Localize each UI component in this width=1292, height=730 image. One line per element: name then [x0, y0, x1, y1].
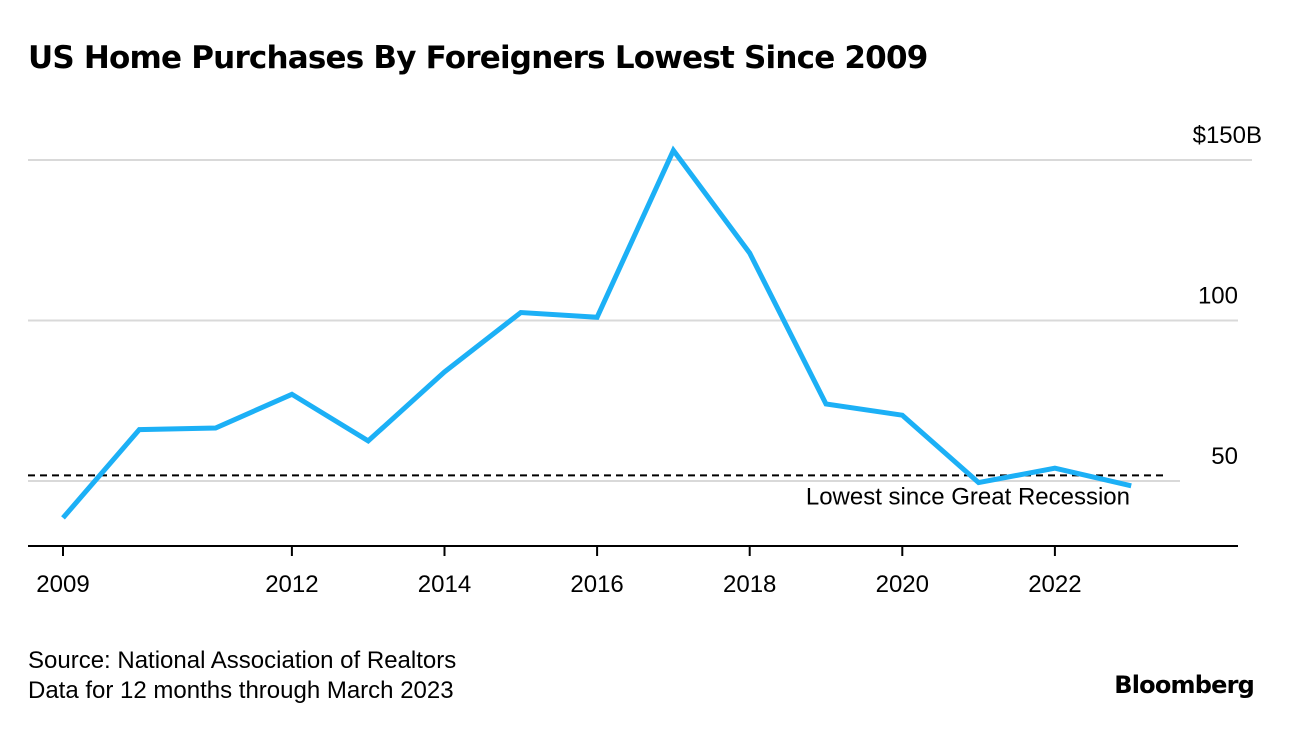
x-tick-label-2020: 2020 — [876, 571, 929, 598]
data-note: Data for 12 months through March 2023 — [28, 677, 454, 704]
x-axis: 2009 2012 2014 2016 2018 2020 2022 — [28, 545, 1238, 598]
y-axis-labels: $150B 100 50 — [1193, 122, 1262, 470]
x-tick-label-2018: 2018 — [723, 571, 776, 598]
series-group — [61, 145, 1132, 520]
chart-title: US Home Purchases By Foreigners Lowest S… — [28, 40, 928, 76]
reference-line-label: Lowest since Great Recession — [806, 483, 1130, 510]
y-tick-label-50: 50 — [1211, 443, 1238, 470]
x-tick-label-2014: 2014 — [418, 571, 471, 598]
gridlines — [28, 159, 1252, 482]
y-tick-label-100: 100 — [1198, 283, 1238, 310]
x-tick-label-2012: 2012 — [265, 571, 318, 598]
chart-footer: Source: National Association of Realtors… — [28, 646, 456, 706]
x-tick-label-2009: 2009 — [36, 571, 89, 598]
bloomberg-logo: Bloomberg — [1114, 671, 1255, 699]
y-tick-label-150: $150B — [1193, 122, 1262, 149]
x-tick-label-2016: 2016 — [570, 571, 623, 598]
series-line-0 — [61, 145, 1132, 520]
source-note: Source: National Association of Realtors — [28, 647, 457, 674]
x-tick-label-2022: 2022 — [1028, 571, 1081, 598]
reference-line-group: Lowest since Great Recession — [28, 474, 1165, 510]
